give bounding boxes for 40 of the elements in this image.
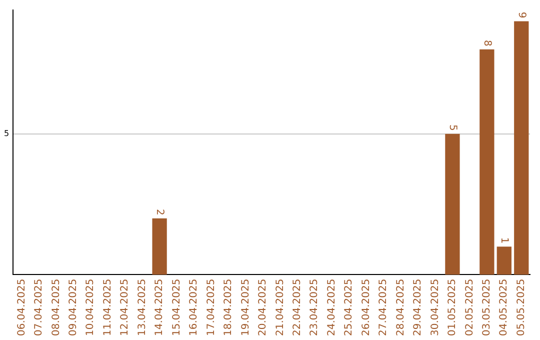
x-tick-label: 12.04.2025 (120, 278, 131, 336)
bar (496, 246, 512, 275)
x-tick-label: 07.04.2025 (34, 278, 45, 336)
x-tick-label: 08.04.2025 (50, 278, 62, 336)
bar (445, 134, 460, 275)
data-label: 5 (446, 124, 458, 131)
x-tick-label: 27.04.2025 (378, 278, 390, 336)
x-tick-label: 01.05.2025 (447, 278, 458, 336)
x-tick-label: 16.04.2025 (188, 278, 200, 336)
x-tick-label: 24.04.2025 (326, 278, 338, 336)
data-label: 2 (154, 209, 165, 216)
bar (514, 21, 529, 275)
x-tick-label: 11.04.2025 (102, 278, 114, 336)
x-tick-label: 13.04.2025 (136, 278, 148, 336)
data-label: 8 (481, 40, 492, 46)
x-tick-label: 25.04.2025 (344, 278, 355, 336)
x-tick-label: 04.05.2025 (498, 278, 510, 336)
x-tick-label: 21.04.2025 (274, 278, 286, 336)
x-tick-label: 28.04.2025 (395, 278, 406, 336)
x-tick-label: 22.04.2025 (292, 278, 303, 336)
x-tick-label: 10.04.2025 (85, 278, 96, 336)
x-tick-label: 29.04.2025 (412, 278, 424, 336)
data-label: 9 (516, 12, 527, 18)
bar (152, 218, 167, 275)
x-tick-label: 14.04.2025 (154, 278, 166, 336)
x-tick-label: 06.04.2025 (16, 278, 28, 336)
x-tick-label: 30.04.2025 (430, 278, 441, 336)
x-tick-label: 23.04.2025 (309, 278, 320, 336)
x-tick-label: 02.05.2025 (464, 278, 476, 336)
bar (480, 49, 494, 275)
x-tick-label: 05.05.2025 (516, 278, 527, 336)
x-tick-label: 19.04.2025 (240, 278, 252, 336)
x-tick-label: 09.04.2025 (68, 278, 79, 336)
x-tick-label: 20.04.2025 (258, 278, 269, 336)
x-tick-label: 26.04.2025 (360, 278, 372, 336)
x-tick-label: 17.04.2025 (206, 278, 217, 336)
x-tick-label: 15.04.2025 (171, 278, 182, 336)
data-label: 1 (498, 237, 510, 244)
x-tick-label: 18.04.2025 (223, 278, 234, 336)
x-tick-label: 03.05.2025 (482, 278, 493, 336)
